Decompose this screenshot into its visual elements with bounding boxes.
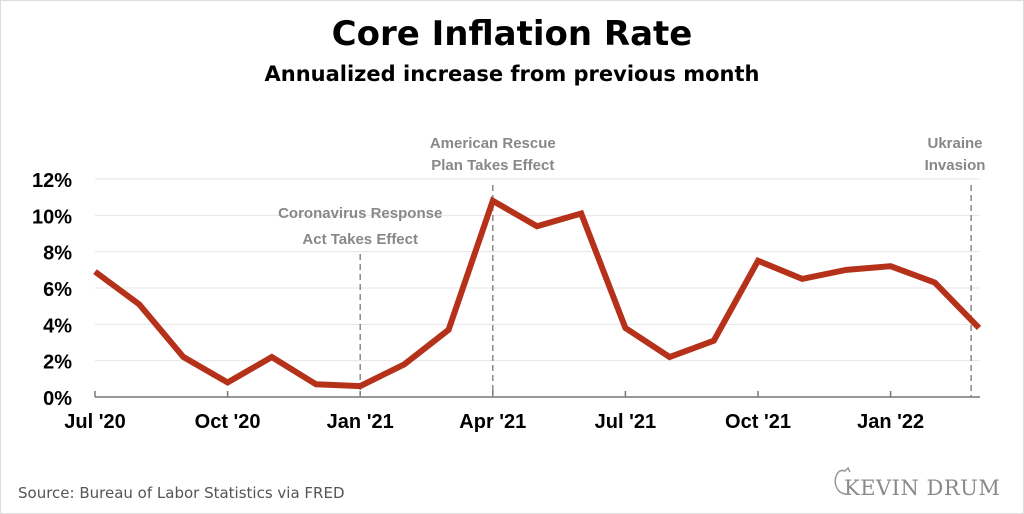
y-tick-label: 6% <box>43 279 72 301</box>
x-tick-label: Jul '21 <box>595 411 656 433</box>
y-tick-label: 8% <box>43 243 72 265</box>
x-tick-label: Oct '20 <box>195 411 261 433</box>
annotation-label: Invasion <box>925 157 986 174</box>
kevin-drum-logo: KEVIN DRUM <box>834 466 1001 500</box>
source-note: Source: Bureau of Labor Statistics via F… <box>18 484 345 502</box>
annotation-label: Ukraine <box>927 135 982 152</box>
x-tick-label: Apr '21 <box>459 411 526 433</box>
x-tick-label: Jul '20 <box>64 411 125 433</box>
y-tick-label: 10% <box>32 206 72 228</box>
chart-title: Core Inflation Rate <box>331 14 693 54</box>
y-tick-label: 2% <box>43 352 72 374</box>
annotation-label: Coronavirus Response <box>278 205 442 222</box>
x-tick-label: Oct '21 <box>725 411 791 433</box>
cat-icon <box>834 466 851 495</box>
series-line <box>93 196 982 390</box>
y-tick-label: 0% <box>43 388 72 410</box>
y-tick-label: 4% <box>43 315 72 337</box>
annotation-label: American Rescue <box>430 135 556 152</box>
annotation-label: Act Takes Effect <box>302 231 418 248</box>
chart-subtitle: Annualized increase from previous month <box>264 62 760 86</box>
annotation-label: Plan Takes Effect <box>431 157 554 174</box>
x-tick-label: Jan '22 <box>857 411 924 433</box>
logo-text: KEVIN DRUM <box>844 476 1001 500</box>
y-tick-label: 12% <box>32 170 72 192</box>
x-tick-label: Jan '21 <box>327 411 394 433</box>
